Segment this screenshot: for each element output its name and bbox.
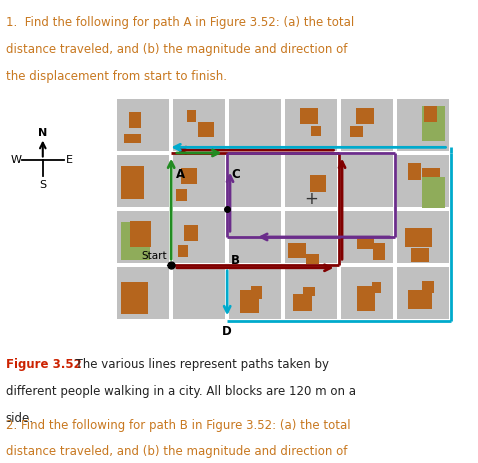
Bar — [310, 176, 326, 193]
Bar — [121, 223, 150, 261]
Bar — [229, 156, 281, 207]
Text: 2. Find the following for path B in Figure 3.52: (a) the total: 2. Find the following for path B in Figu… — [6, 418, 350, 431]
Bar — [118, 100, 169, 151]
Text: W: W — [11, 155, 22, 165]
Text: 1.  Find the following for path A in Figure 3.52: (a) the total: 1. Find the following for path A in Figu… — [6, 16, 354, 29]
Bar — [398, 156, 449, 207]
Bar — [285, 100, 337, 151]
Bar — [198, 122, 214, 138]
Bar — [341, 268, 393, 319]
Bar — [304, 288, 315, 297]
Bar — [422, 281, 435, 294]
Bar — [356, 109, 374, 125]
Text: S: S — [39, 179, 46, 189]
Bar — [229, 100, 281, 151]
Bar — [305, 254, 319, 264]
Text: D: D — [222, 324, 232, 337]
Bar — [341, 212, 393, 263]
Bar — [341, 156, 393, 207]
Bar — [372, 282, 380, 294]
Text: the displacement from start to finish.: the displacement from start to finish. — [6, 70, 227, 83]
Text: different people walking in a city. All blocks are 120 m on a: different people walking in a city. All … — [6, 384, 356, 397]
Bar — [285, 156, 337, 207]
Bar — [373, 243, 385, 261]
Bar — [408, 163, 421, 181]
Text: +: + — [304, 189, 318, 207]
Bar — [311, 127, 321, 137]
Bar — [187, 111, 196, 123]
Bar — [118, 156, 169, 207]
Bar — [239, 291, 259, 313]
Bar — [121, 167, 144, 200]
Bar — [123, 135, 141, 144]
Bar — [174, 156, 225, 207]
Text: Start: Start — [141, 251, 167, 261]
Text: E: E — [66, 155, 73, 165]
Bar — [293, 294, 312, 311]
Text: B: B — [230, 254, 239, 267]
Bar — [422, 178, 445, 208]
Text: The various lines represent paths taken by: The various lines represent paths taken … — [68, 357, 329, 370]
Bar — [184, 225, 198, 242]
Bar — [350, 127, 363, 138]
Bar — [398, 100, 449, 151]
Bar — [129, 113, 141, 128]
Bar — [229, 212, 281, 263]
Bar — [174, 100, 225, 151]
Bar — [398, 212, 449, 263]
Bar — [285, 268, 337, 319]
Bar — [422, 106, 445, 141]
Text: C: C — [232, 168, 240, 181]
Bar — [411, 248, 429, 263]
Bar — [118, 268, 169, 319]
Bar — [181, 169, 197, 184]
Text: distance traveled, and (b) the magnitude and direction of: distance traveled, and (b) the magnitude… — [6, 444, 347, 457]
Bar — [118, 212, 169, 263]
Bar — [357, 236, 374, 250]
Bar — [175, 190, 187, 201]
Text: Figure 3.52: Figure 3.52 — [6, 357, 81, 370]
Bar — [357, 287, 375, 311]
Bar — [288, 243, 305, 259]
Bar — [408, 290, 432, 309]
Bar — [398, 268, 449, 319]
Bar — [422, 169, 440, 188]
Text: A: A — [175, 168, 185, 181]
Bar — [285, 212, 337, 263]
Bar — [130, 222, 151, 248]
Bar — [121, 183, 134, 200]
Bar — [229, 268, 281, 319]
Bar — [174, 212, 225, 263]
Bar — [178, 246, 188, 257]
Text: side.: side. — [6, 411, 34, 424]
Bar — [405, 229, 432, 248]
Bar — [300, 109, 318, 125]
Bar — [121, 282, 148, 314]
Bar — [341, 100, 393, 151]
Bar — [174, 268, 225, 319]
Bar — [424, 107, 437, 123]
Text: N: N — [38, 128, 47, 138]
Text: distance traveled, and (b) the magnitude and direction of: distance traveled, and (b) the magnitude… — [6, 43, 347, 56]
Bar — [251, 287, 262, 299]
